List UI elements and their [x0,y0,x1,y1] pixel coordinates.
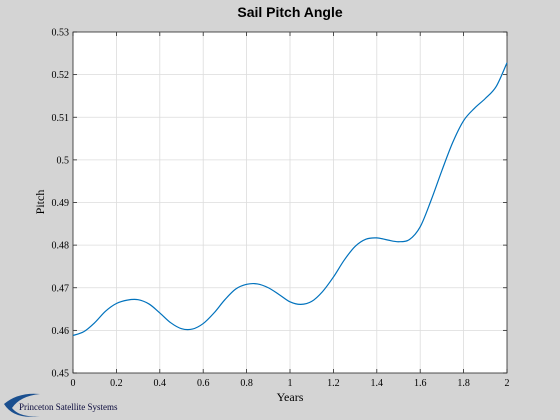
y-tick-label: 0.5 [57,155,70,166]
y-axis-label: Pitch [33,190,47,215]
y-tick-labels: 0.45 0.46 0.47 0.48 0.49 0.5 0.51 0.52 0.53 [52,28,70,380]
x-tick-label: 1.6 [414,378,427,389]
x-tick-label: 0 [71,378,76,389]
y-tick-label: 0.47 [52,283,70,294]
x-tick-label: 0.2 [110,378,123,389]
y-tick-label: 0.48 [52,241,70,252]
x-tick-label: 1.2 [327,378,340,389]
y-tick-label: 0.51 [52,113,70,124]
grid-lines [73,32,507,373]
y-tick-label: 0.49 [52,198,70,209]
x-tick-label: 0.6 [197,378,210,389]
x-tick-labels: 0 0.2 0.4 0.6 0.8 1 1.2 1.4 1.6 1.8 2 [71,378,510,389]
company-logo: Princeton Satellite Systems [4,393,118,417]
swoosh-icon [4,393,40,417]
y-tick-label: 0.53 [52,28,70,39]
x-tick-label: 2 [505,378,510,389]
x-tick-label: 0.4 [154,378,167,389]
series-line [72,62,508,337]
tick-marks [72,31,508,374]
company-name: Princeton Satellite Systems [19,402,118,412]
y-tick-label: 0.45 [52,369,70,380]
y-tick-label: 0.52 [52,70,70,81]
x-tick-label: 1.8 [457,378,470,389]
x-tick-label: 1 [288,378,293,389]
y-tick-label: 0.46 [52,326,70,337]
chart-title: Sail Pitch Angle [237,4,342,20]
x-axis-label: Years [277,390,304,404]
x-tick-label: 0.8 [240,378,253,389]
x-tick-label: 1.4 [371,378,384,389]
